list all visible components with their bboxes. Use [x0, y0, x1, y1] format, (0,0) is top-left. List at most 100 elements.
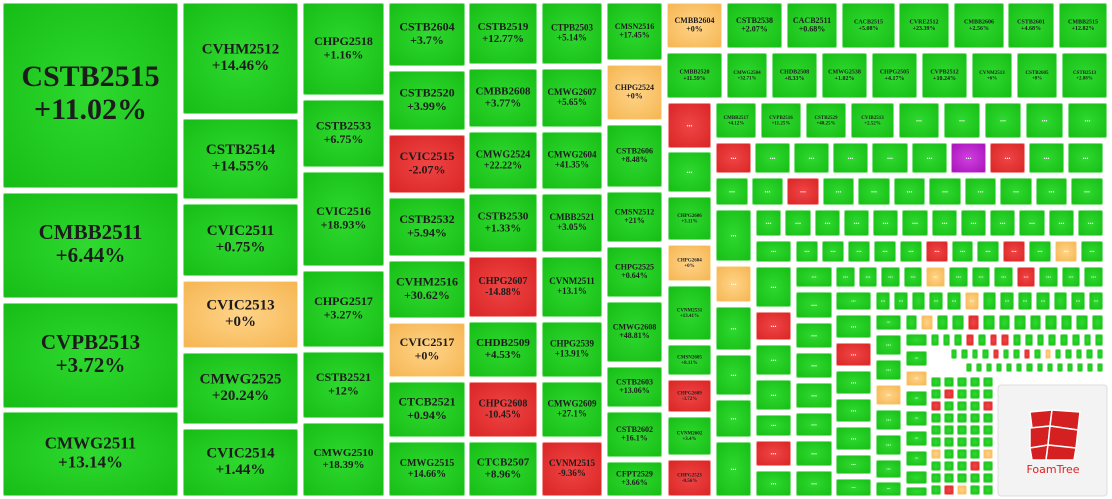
tile[interactable]: [1067, 363, 1073, 372]
tile[interactable]: ...: [756, 380, 791, 410]
tile[interactable]: CHPG2523-0.56%: [668, 460, 711, 496]
tile[interactable]: ...: [965, 292, 979, 310]
tile[interactable]: CVPB2512+10.24%: [922, 53, 967, 98]
tile[interactable]: [944, 473, 954, 483]
tile[interactable]: [1097, 363, 1103, 372]
tile[interactable]: [906, 487, 927, 496]
tile[interactable]: [1037, 363, 1043, 372]
tile[interactable]: ...: [894, 178, 925, 205]
tile[interactable]: [970, 485, 980, 495]
tile[interactable]: [1092, 315, 1103, 330]
tile[interactable]: CVIC2515-2.07%: [389, 135, 465, 193]
tile[interactable]: [1065, 349, 1072, 359]
tile[interactable]: [993, 349, 999, 359]
tile[interactable]: ...: [716, 400, 751, 437]
tile[interactable]: [931, 413, 941, 423]
tile[interactable]: CSTB2605+8%: [1017, 53, 1057, 98]
tile[interactable]: CVPB2516+11.25%: [761, 103, 801, 138]
tile[interactable]: CSTB2604+3.7%: [389, 3, 465, 66]
tile[interactable]: ...: [944, 103, 980, 138]
tile[interactable]: ...: [874, 241, 896, 262]
tile[interactable]: CSTB2602+16.1%: [607, 412, 662, 457]
tile[interactable]: [1025, 334, 1033, 346]
tile[interactable]: ...: [1071, 292, 1085, 310]
tile[interactable]: [944, 485, 954, 495]
tile[interactable]: CMBB2608+3.77%: [469, 69, 537, 127]
tile[interactable]: ...: [876, 360, 901, 380]
tile[interactable]: [983, 413, 993, 423]
tile[interactable]: CVIC2513+0%: [183, 281, 298, 348]
tile[interactable]: [1097, 349, 1103, 359]
tile[interactable]: CVIC2516+18.93%: [303, 172, 384, 266]
tile[interactable]: CTCB2521+0.94%: [389, 382, 465, 437]
tile[interactable]: ...: [756, 210, 781, 236]
tile[interactable]: ...: [906, 371, 927, 386]
tile[interactable]: ...: [716, 266, 751, 302]
tile[interactable]: CMSN2605+8.11%: [668, 345, 711, 375]
tile[interactable]: [970, 425, 980, 435]
tile[interactable]: ...: [756, 312, 791, 340]
tile[interactable]: ...: [716, 442, 751, 496]
tile[interactable]: ...: [1000, 178, 1032, 205]
tile[interactable]: CSTB2538+2.07%: [727, 3, 782, 48]
tile[interactable]: ...: [1078, 210, 1103, 236]
tile[interactable]: [1086, 349, 1093, 359]
tile[interactable]: ...: [716, 210, 751, 261]
tile[interactable]: CHPG2517+3.27%: [303, 271, 384, 347]
tile[interactable]: CMSN2512+21%: [607, 192, 662, 242]
tile[interactable]: [970, 461, 980, 471]
tile[interactable]: ...: [876, 385, 901, 405]
tile[interactable]: ...: [952, 241, 973, 262]
tile[interactable]: ...: [951, 143, 986, 173]
tile[interactable]: ...: [796, 471, 832, 496]
tile[interactable]: ...: [796, 267, 832, 287]
tile[interactable]: [944, 389, 954, 399]
tile[interactable]: CSTB2514+14.55%: [183, 119, 298, 199]
tile[interactable]: [983, 425, 993, 435]
tile[interactable]: [986, 363, 992, 372]
tile[interactable]: [1057, 363, 1063, 372]
tile[interactable]: CVIC2514+1.44%: [183, 429, 298, 496]
tile[interactable]: [943, 334, 950, 346]
tile[interactable]: CMWG2609+27.1%: [542, 382, 602, 437]
tile[interactable]: CACB2511+0.68%: [787, 3, 837, 48]
tile[interactable]: [931, 389, 941, 399]
tile[interactable]: ...: [972, 267, 990, 287]
tile[interactable]: ...: [836, 267, 855, 287]
tile[interactable]: [972, 349, 978, 359]
tile[interactable]: CHPG2609-3.72%: [668, 380, 711, 412]
tile[interactable]: ...: [756, 241, 791, 262]
tile[interactable]: [970, 449, 980, 459]
tile[interactable]: [957, 437, 967, 447]
tile[interactable]: ...: [836, 427, 871, 450]
tile[interactable]: [1045, 349, 1051, 359]
tile[interactable]: [944, 449, 954, 459]
tile[interactable]: ...: [965, 178, 996, 205]
tile[interactable]: CHPG2539+13.91%: [542, 322, 602, 377]
tile[interactable]: ...: [796, 241, 818, 262]
tile[interactable]: ...: [844, 210, 869, 236]
tile[interactable]: [966, 334, 974, 346]
tile[interactable]: ...: [796, 383, 832, 408]
tile[interactable]: [931, 377, 941, 387]
tile[interactable]: ...: [961, 210, 986, 236]
tile[interactable]: ...: [716, 143, 751, 173]
tile[interactable]: ...: [756, 267, 791, 307]
tile[interactable]: [1026, 363, 1033, 372]
tile[interactable]: ...: [836, 343, 871, 366]
tile[interactable]: ...: [836, 455, 871, 474]
tile[interactable]: [978, 334, 986, 346]
tile[interactable]: [970, 401, 980, 411]
tile[interactable]: CMBB2604+0%: [667, 3, 722, 48]
tile[interactable]: ...: [985, 103, 1021, 138]
tile[interactable]: ...: [894, 292, 908, 310]
tile[interactable]: [983, 473, 993, 483]
tile[interactable]: ...: [1017, 267, 1035, 287]
tile[interactable]: CVRE2512+23.39%: [899, 3, 949, 48]
tile[interactable]: [957, 473, 967, 483]
tile[interactable]: [1045, 315, 1057, 330]
tile[interactable]: ...: [906, 391, 927, 406]
tile[interactable]: [966, 363, 972, 372]
tile[interactable]: ...: [1036, 178, 1067, 205]
tile[interactable]: [1061, 315, 1072, 330]
